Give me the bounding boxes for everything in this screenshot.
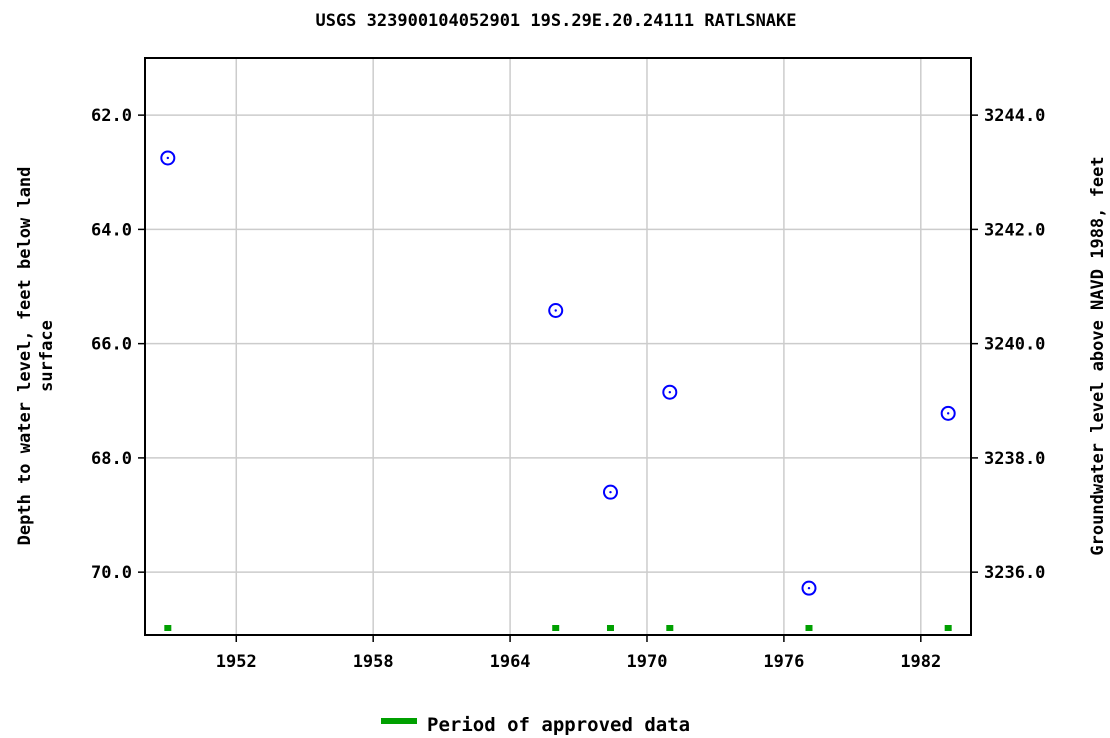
y-axis-left-label-line1: Depth to water level, feet below land	[15, 167, 35, 546]
data-point	[548, 303, 564, 319]
x-tick-label: 1970	[627, 652, 668, 672]
y-left-tick-label: 68.0	[91, 449, 132, 469]
y-left-tick-label: 62.0	[91, 106, 132, 126]
data-point-center	[609, 490, 612, 494]
approved-period-marker	[805, 625, 813, 631]
data-marks	[160, 150, 956, 631]
y-right-tick-label: 3236.0	[984, 563, 1045, 583]
data-point-center	[166, 156, 170, 160]
y-right-tick-label: 3240.0	[984, 335, 1045, 355]
data-point	[160, 150, 176, 166]
y-axis-left-label-line2: surface	[37, 320, 57, 392]
chart-title: USGS 323900104052901 19S.29E.20.24111 RA…	[315, 11, 796, 31]
data-point	[801, 580, 817, 596]
x-tick-label: 1952	[216, 652, 257, 672]
y-right-tick-label: 3242.0	[984, 220, 1045, 240]
y-left-tick-label: 64.0	[91, 220, 132, 240]
data-point-center	[554, 309, 557, 312]
legend-label: Period of approved data	[427, 714, 690, 736]
data-point-center	[807, 586, 811, 590]
data-point-center	[668, 391, 672, 394]
approved-period-marker	[164, 625, 172, 631]
data-point-center	[946, 412, 950, 415]
data-point	[940, 405, 956, 421]
y-right-tick-label: 3238.0	[984, 449, 1045, 469]
y-axis-right-label: Groundwater level above NAVD 1988, feet	[1088, 156, 1108, 555]
legend: Period of approved data	[381, 714, 690, 736]
y-left-tick-label: 70.0	[91, 563, 132, 583]
data-point	[662, 384, 678, 400]
x-tick-label: 1964	[490, 652, 531, 672]
x-tick-label: 1982	[900, 652, 941, 672]
approved-period-marker	[552, 625, 560, 631]
x-tick-label: 1958	[353, 652, 394, 672]
approved-period-marker	[666, 625, 674, 631]
y-left-tick-label: 66.0	[91, 335, 132, 355]
data-point	[602, 484, 618, 500]
legend-swatch	[381, 718, 417, 724]
y-right-tick-label: 3244.0	[984, 106, 1045, 126]
x-tick-label: 1976	[763, 652, 804, 672]
axis-ticks: 1952 1958 1964 1970 1976 1982 62.0 64.0 66.0 68.0…	[91, 106, 1045, 672]
grid	[145, 58, 971, 635]
plot-area	[144, 57, 972, 636]
approved-period-marker	[944, 625, 952, 631]
approved-period-marker	[606, 625, 614, 631]
